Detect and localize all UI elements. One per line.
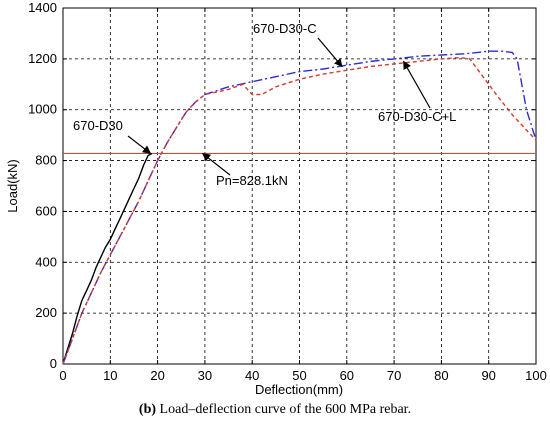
x-tick-label: 60 bbox=[340, 368, 354, 383]
series-line-670-d30 bbox=[62, 152, 153, 365]
caption-text: Load–deflection curve of the 600 MPa reb… bbox=[159, 402, 412, 417]
annotation-label: Pn=828.1kN bbox=[216, 173, 288, 188]
figure-caption: (b) Load–deflection curve of the 600 MPa… bbox=[0, 402, 550, 418]
y-tick-label: 0 bbox=[50, 356, 57, 371]
y-tick-label: 1000 bbox=[28, 102, 57, 117]
x-tick-label: 30 bbox=[198, 368, 212, 383]
y-tick-label: 1200 bbox=[28, 51, 57, 66]
series-group bbox=[62, 50, 537, 365]
x-tick-label: 90 bbox=[481, 368, 495, 383]
series-line-670-d30-c bbox=[62, 50, 537, 365]
annotation-label: 670-D30-C+L bbox=[378, 109, 456, 124]
x-axis-label: Deflection(mm) bbox=[255, 382, 343, 397]
annotation-arrow bbox=[127, 135, 152, 154]
x-tick-label: 20 bbox=[150, 368, 164, 383]
y-tick-label: 600 bbox=[35, 203, 57, 218]
y-axis-label: Load(kN) bbox=[5, 159, 20, 212]
caption-label: (b) bbox=[138, 402, 157, 417]
y-tick-label: 200 bbox=[35, 305, 57, 320]
series-line-670-d30-c-l bbox=[62, 56, 537, 365]
y-tick-label: 1400 bbox=[28, 0, 57, 15]
x-tick-label: 10 bbox=[103, 368, 117, 383]
grid bbox=[63, 8, 536, 364]
annotation-arrow bbox=[201, 152, 231, 176]
annotation-arrow bbox=[317, 37, 343, 68]
x-tick-label: 40 bbox=[245, 368, 259, 383]
x-tick-label: 80 bbox=[434, 368, 448, 383]
axis-ticks: 0 10 20 30 40 50 60 70 80 90 100020040060080010001… bbox=[28, 0, 547, 383]
x-tick-label: 0 bbox=[59, 368, 66, 383]
x-tick-label: 70 bbox=[387, 368, 401, 383]
x-tick-label: 100 bbox=[525, 368, 547, 383]
y-tick-label: 400 bbox=[35, 254, 57, 269]
x-tick-label: 50 bbox=[292, 368, 306, 383]
annotation-arrow bbox=[403, 60, 431, 109]
annotations: 670-D30 670-D30-C 670-D30-C+L Pn=828.1kN bbox=[73, 21, 456, 188]
y-tick-label: 800 bbox=[35, 153, 57, 168]
annotation-label: 670-D30-C bbox=[253, 21, 317, 36]
annotation-label: 670-D30 bbox=[73, 118, 123, 133]
